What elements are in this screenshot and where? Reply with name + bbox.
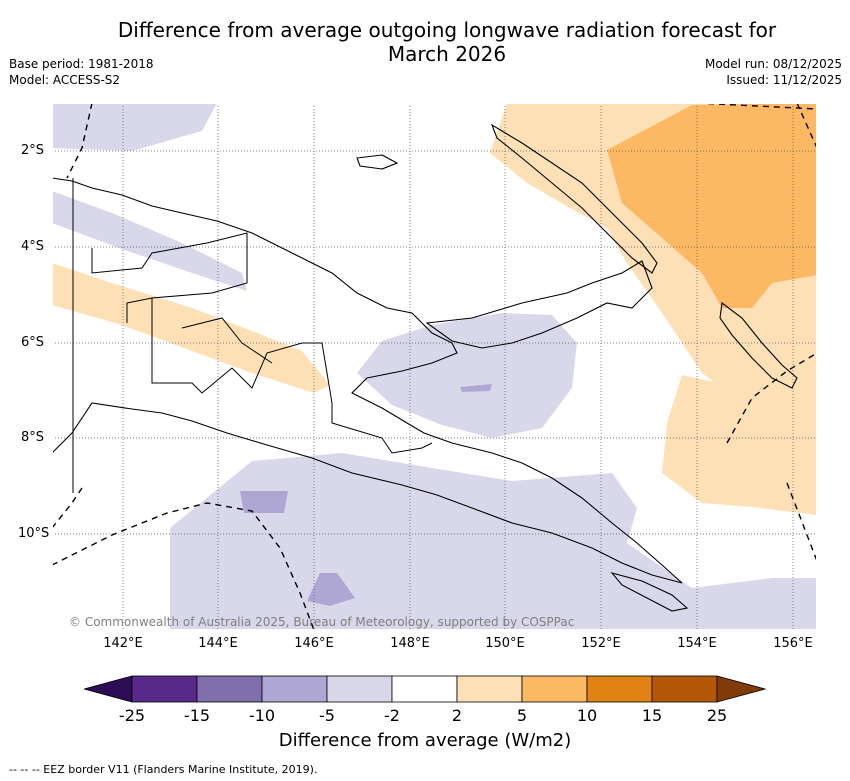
coastlines [52, 123, 798, 612]
title-line-2: March 2026 [387, 42, 507, 66]
colorbar-tick: -2 [384, 706, 400, 725]
anomaly-negative-west [52, 103, 217, 151]
colorbar-segment-4 [326, 675, 393, 703]
copyright-notice: © Commonwealth of Australia 2025, Bureau… [69, 615, 574, 629]
southern-islands-coastline [610, 572, 689, 612]
anomaly-moderate-negative-patch-3 [460, 384, 492, 392]
colorbar-tick: 25 [706, 706, 728, 725]
colorbar-segment-8 [586, 675, 653, 703]
new-guinea-coastline [52, 177, 683, 584]
anomaly-positive-band [52, 263, 330, 393]
title-line-1: Difference from average outgoing longwav… [117, 18, 777, 42]
model-name: Model: ACCESS-S2 [9, 73, 121, 87]
eez-border-southeast [726, 352, 817, 444]
lon-label-154e: 154°E [677, 636, 717, 651]
admin-borders [72, 178, 433, 493]
manus-island-coastline [356, 154, 399, 170]
lat-label-8s: 8°S [20, 430, 44, 445]
colorbar-segment-3 [261, 675, 328, 703]
lat-label-10s: 10°S [18, 526, 50, 541]
colorbar-extend-high [716, 675, 767, 703]
colorbar-tick: 10 [576, 706, 598, 725]
colorbar-tick: -15 [183, 706, 211, 725]
lon-label-148e: 148°E [390, 636, 430, 651]
anomaly-moderate-negative-patch-1 [240, 491, 288, 513]
eez-border-east-south [786, 482, 817, 562]
map-panel: © Commonwealth of Australia 2025, Bureau… [52, 103, 817, 630]
colorbar-label: Difference from average (W/m2) [278, 730, 572, 751]
new-britain-coastline [425, 260, 653, 349]
lon-label-146e: 146°E [294, 636, 334, 651]
anomaly-moderate-positive [607, 103, 817, 308]
colorbar-tick: -10 [248, 706, 276, 725]
eez-borders [52, 103, 817, 630]
colorbar-tick: 2 [451, 706, 463, 725]
lat-label-4s: 4°S [20, 239, 44, 254]
lat-label-6s: 6°S [20, 335, 44, 350]
model-run: Model run: 08/12/2025 [704, 57, 842, 71]
lon-label-142e: 142°E [103, 636, 143, 651]
bougainville-coastline [719, 301, 798, 389]
colorbar-segment-9 [651, 675, 718, 703]
eez-border-southwest [52, 502, 315, 630]
new-ireland-coastline [490, 123, 658, 274]
base-period: Base period: 1981-2018 [9, 57, 154, 71]
colorbar-extend-low [84, 675, 133, 703]
lat-label-2s: 2°S [20, 143, 44, 158]
lon-label-144e: 144°E [198, 636, 238, 651]
eez-border-north [66, 103, 93, 179]
colorbar-tick: 5 [516, 706, 528, 725]
lon-label-150e: 150°E [485, 636, 525, 651]
colorbar-tick: 15 [641, 706, 663, 725]
anomaly-positive-southeast [662, 375, 817, 515]
colorbar-segment-1 [131, 675, 198, 703]
anomaly-moderate-negative-patch-2 [307, 573, 355, 606]
colorbar [84, 675, 767, 703]
colorbar-segment-2 [196, 675, 263, 703]
eez-border-west [52, 487, 83, 529]
province-borders [91, 232, 433, 454]
eez-border-east-north [796, 103, 817, 149]
eez-legend-note: -- -- -- EEZ border V11 (Flanders Marine… [9, 763, 318, 776]
map-frame [52, 103, 817, 630]
lon-label-152e: 152°E [581, 636, 621, 651]
colorbar-segment-6 [456, 675, 523, 703]
colorbar-segment-7 [521, 675, 588, 703]
colorbar-tick: -5 [319, 706, 335, 725]
chart-title: Difference from average outgoing longwav… [0, 18, 850, 66]
graticule [52, 103, 817, 630]
lon-label-156e: 156°E [773, 636, 813, 651]
eez-border-northeast [696, 103, 817, 110]
anomaly-negative-central [357, 313, 577, 438]
meta-left: Base period: 1981-2018 Model: ACCESS-S2 [9, 56, 154, 88]
anomaly-negative-band [52, 191, 247, 291]
colorbar-tick: -25 [118, 706, 146, 725]
meta-right: Model run: 08/12/2025 Issued: 11/12/2025 [705, 56, 842, 88]
issued-date: Issued: 11/12/2025 [726, 73, 842, 87]
colorbar-segment-5 [391, 675, 458, 703]
